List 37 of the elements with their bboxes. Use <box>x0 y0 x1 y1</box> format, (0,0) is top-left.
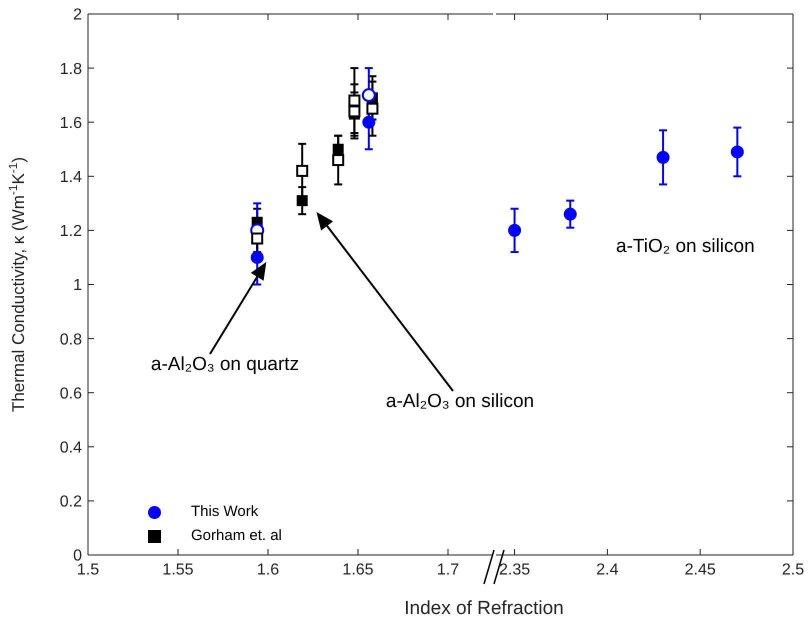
legend-label: This Work <box>191 502 258 522</box>
point <box>332 144 344 155</box>
y-tick-label: 1 <box>73 277 82 294</box>
point <box>564 208 577 221</box>
point <box>296 195 308 206</box>
x-tick-label: 2.35 <box>498 561 530 578</box>
point <box>656 150 670 164</box>
y-tick-label: 0.2 <box>60 494 82 511</box>
point <box>366 102 378 115</box>
y-tick-label: 1.2 <box>60 223 82 240</box>
point <box>508 224 522 237</box>
y-tick-label: 0.4 <box>60 439 82 456</box>
y-tick-label: 0.8 <box>60 331 82 348</box>
x-tick-label: 2.45 <box>684 561 716 578</box>
point <box>348 94 360 107</box>
x-tick-label: 2.5 <box>782 561 804 578</box>
legend-label: Gorham et. al <box>191 526 282 546</box>
annotation: a-Al₂O₃ on quartz <box>150 354 300 375</box>
point <box>332 154 344 166</box>
x-axis-title: Index of Refraction <box>403 598 565 620</box>
y-tick-label: 1.4 <box>60 168 82 186</box>
point <box>296 164 308 177</box>
point <box>251 232 264 245</box>
x-tick-label: 1.7 <box>436 561 460 578</box>
point <box>730 145 744 158</box>
x-tick-label: 1.6 <box>256 561 280 578</box>
x-tick-label: 2.4 <box>596 561 619 578</box>
annotation: a-TiO₂ on silicon <box>616 236 755 258</box>
y-tick-label: 1.8 <box>60 60 82 78</box>
y-tick-label: 1.6 <box>60 114 82 132</box>
point <box>348 105 360 118</box>
y-tick-label: 0.6 <box>60 385 82 402</box>
y-tick-label: 2 <box>73 6 82 24</box>
annotation: a-Al₂O₃ on silicon <box>386 391 534 412</box>
point <box>362 88 376 102</box>
x-tick-label: 1.55 <box>162 561 194 578</box>
x-tick-label: 1.65 <box>342 561 374 578</box>
